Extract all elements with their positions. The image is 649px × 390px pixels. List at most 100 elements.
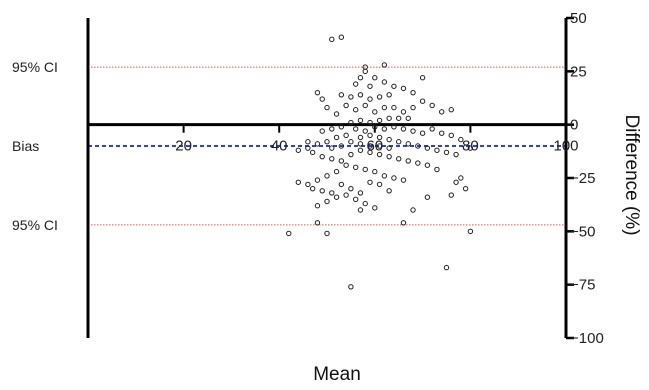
data-point bbox=[386, 188, 392, 194]
data-point bbox=[405, 158, 411, 164]
data-point bbox=[376, 134, 383, 141]
y-axis-title: Difference (%) bbox=[621, 114, 642, 235]
data-point bbox=[400, 109, 407, 115]
data-point bbox=[443, 264, 450, 271]
data-point bbox=[391, 104, 397, 111]
reference-lines: 95% CI Bias 95% CI bbox=[12, 59, 566, 233]
data-point bbox=[286, 230, 292, 237]
data-point bbox=[362, 128, 368, 134]
data-point bbox=[314, 220, 321, 226]
y-tick-label-0: 0 bbox=[570, 117, 578, 134]
data-point bbox=[415, 143, 421, 149]
data-point bbox=[453, 179, 459, 185]
data-point bbox=[319, 188, 325, 194]
data-point bbox=[314, 141, 321, 147]
data-point bbox=[348, 119, 354, 126]
data-point bbox=[367, 143, 373, 149]
y-tick-label--25: −25 bbox=[570, 170, 595, 187]
data-point bbox=[376, 117, 383, 124]
data-point bbox=[324, 104, 330, 111]
data-point bbox=[333, 134, 340, 141]
data-point bbox=[348, 139, 354, 145]
data-point bbox=[400, 85, 407, 92]
data-point bbox=[410, 89, 416, 96]
data-point bbox=[386, 153, 392, 160]
data-point bbox=[419, 130, 426, 136]
data-point bbox=[348, 151, 354, 158]
data-point bbox=[357, 134, 364, 141]
data-point bbox=[396, 115, 402, 121]
data-point bbox=[343, 162, 349, 168]
data-point bbox=[324, 230, 330, 237]
data-point bbox=[338, 124, 345, 130]
data-point bbox=[376, 94, 383, 100]
data-point bbox=[415, 160, 421, 166]
data-point bbox=[400, 220, 407, 226]
x-tick-label-100: 100 bbox=[553, 138, 578, 155]
data-point bbox=[295, 147, 302, 153]
data-point bbox=[434, 147, 440, 153]
data-point bbox=[367, 119, 373, 126]
data-point bbox=[448, 192, 454, 198]
data-point bbox=[367, 132, 373, 139]
data-point bbox=[333, 194, 340, 200]
data-point bbox=[443, 149, 450, 156]
data-point bbox=[319, 153, 325, 160]
data-point bbox=[372, 168, 378, 175]
data-point bbox=[333, 168, 340, 175]
data-point bbox=[410, 104, 416, 111]
data-point bbox=[400, 177, 407, 183]
data-point bbox=[381, 126, 388, 132]
data-point bbox=[396, 156, 402, 162]
data-point bbox=[458, 175, 464, 181]
data-point bbox=[381, 62, 388, 68]
data-point bbox=[424, 162, 431, 168]
data-point bbox=[338, 158, 345, 164]
data-point bbox=[381, 104, 388, 111]
data-point bbox=[338, 143, 345, 149]
data-point bbox=[396, 139, 402, 145]
data-point bbox=[357, 141, 364, 147]
data-point bbox=[329, 126, 335, 132]
data-point bbox=[309, 149, 316, 156]
data-point bbox=[429, 126, 435, 132]
data-point bbox=[410, 128, 416, 134]
data-point bbox=[348, 94, 354, 100]
data-point bbox=[352, 107, 359, 113]
data-point bbox=[467, 145, 474, 151]
data-point bbox=[314, 89, 321, 96]
data-point bbox=[329, 156, 335, 162]
data-point bbox=[314, 177, 321, 183]
data-point bbox=[329, 36, 335, 43]
data-point bbox=[319, 128, 325, 134]
data-point bbox=[305, 145, 311, 151]
data-point bbox=[462, 185, 469, 192]
data-point bbox=[357, 207, 364, 213]
data-point bbox=[348, 185, 354, 192]
data-point bbox=[305, 181, 311, 188]
y-tick-label-25: 25 bbox=[570, 63, 587, 80]
data-point bbox=[391, 124, 397, 130]
data-point bbox=[367, 83, 373, 89]
data-point bbox=[467, 228, 474, 235]
data-point bbox=[314, 203, 321, 209]
data-point bbox=[448, 132, 454, 139]
data-point bbox=[305, 139, 311, 145]
data-point bbox=[357, 92, 364, 98]
data-point bbox=[338, 34, 345, 40]
reference-line-label-0: 95% CI bbox=[12, 59, 58, 75]
data-point bbox=[357, 147, 364, 153]
data-point bbox=[357, 75, 364, 81]
data-point bbox=[357, 117, 364, 124]
data-point bbox=[424, 145, 431, 151]
data-point bbox=[362, 200, 368, 207]
data-point bbox=[424, 194, 431, 200]
data-point bbox=[343, 102, 349, 109]
data-point bbox=[386, 115, 392, 121]
data-point bbox=[343, 132, 349, 139]
y-tick-label--50: −50 bbox=[570, 223, 595, 240]
data-point bbox=[352, 81, 359, 87]
data-point bbox=[386, 92, 392, 98]
